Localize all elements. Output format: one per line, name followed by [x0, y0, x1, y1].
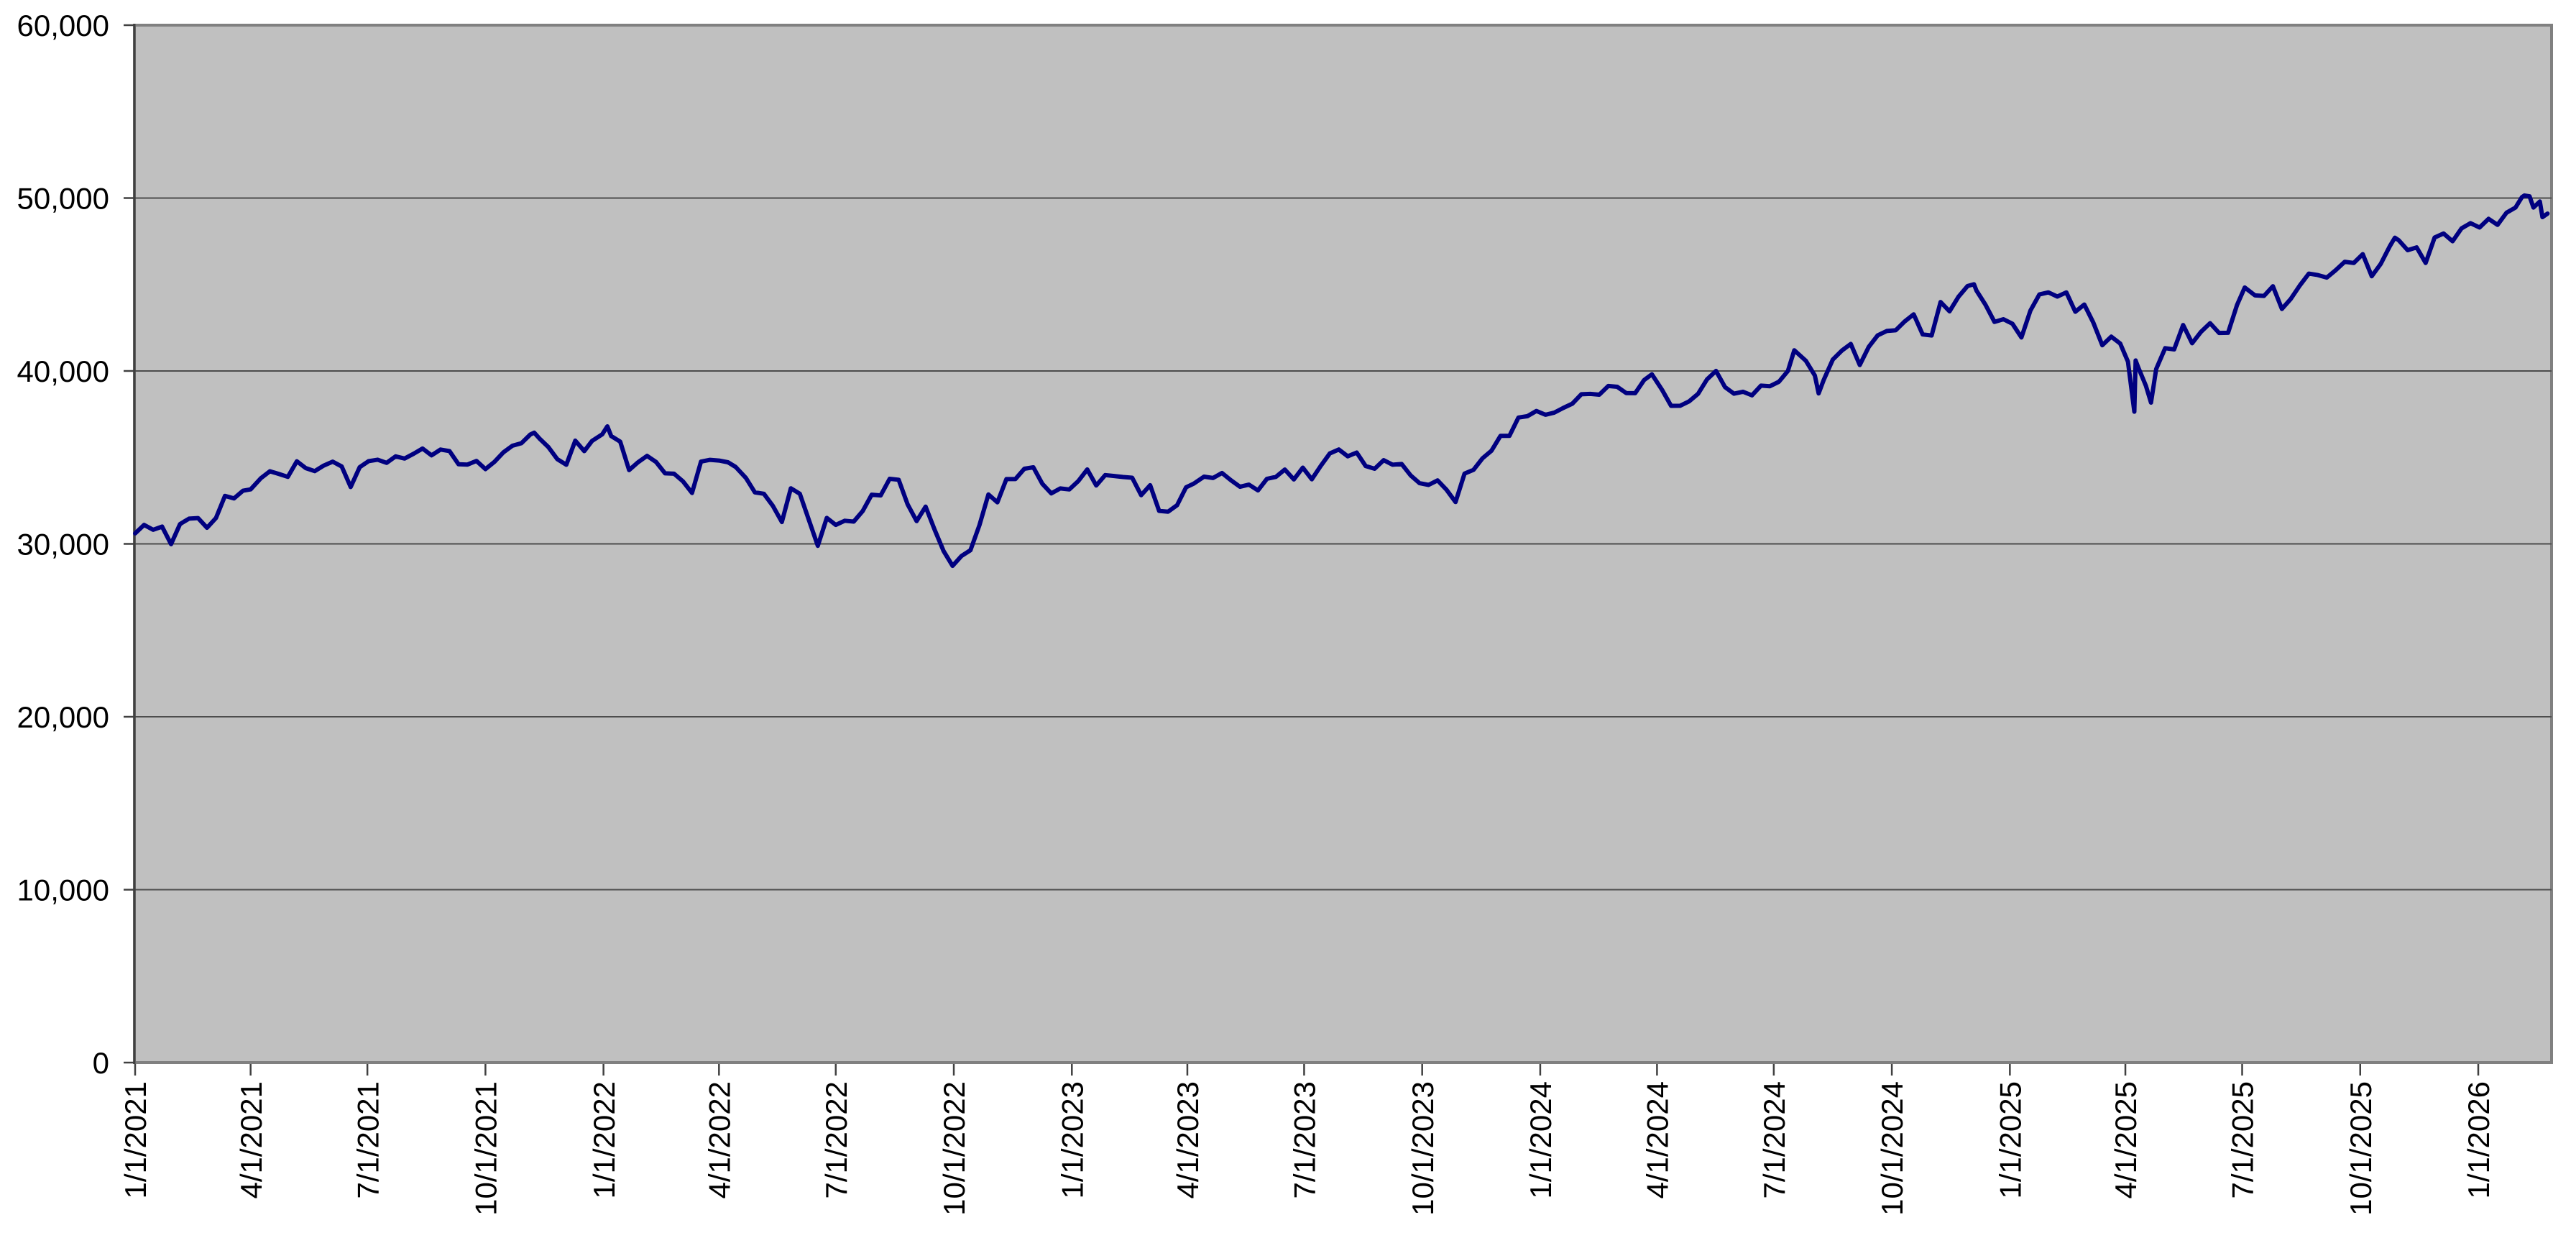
- x-axis-label: 4/1/2024: [1641, 1081, 1675, 1199]
- x-axis-label: 7/1/2025: [2226, 1081, 2260, 1199]
- x-axis-label: 10/1/2025: [2344, 1081, 2378, 1216]
- x-axis-label: 10/1/2022: [937, 1081, 971, 1216]
- x-axis-label: 4/1/2021: [234, 1081, 268, 1199]
- x-axis-label: 1/1/2022: [587, 1081, 621, 1199]
- x-axis-label: 4/1/2023: [1171, 1081, 1205, 1199]
- x-axis-label: 7/1/2023: [1288, 1081, 1322, 1199]
- y-axis-label: 50,000: [17, 182, 109, 216]
- x-axis-label: 10/1/2024: [1875, 1081, 1909, 1216]
- x-axis-label: 1/1/2024: [1524, 1081, 1558, 1199]
- x-axis-label: 1/1/2025: [1993, 1081, 2027, 1199]
- x-axis-label: 10/1/2021: [469, 1081, 503, 1216]
- y-axis-label: 0: [93, 1046, 109, 1080]
- x-axis-label: 1/1/2021: [119, 1081, 152, 1199]
- price-line: [133, 193, 2550, 569]
- y-axis-label: 40,000: [17, 354, 109, 388]
- x-axis-label: 1/1/2023: [1055, 1081, 1089, 1199]
- y-axis-label: 60,000: [17, 9, 109, 42]
- y-axis-label: 30,000: [17, 528, 109, 561]
- x-axis-label: 7/1/2024: [1757, 1081, 1791, 1199]
- x-axis-label: 1/1/2026: [2462, 1081, 2496, 1199]
- y-axis-label: 10,000: [17, 874, 109, 907]
- x-axis-label: 4/1/2022: [702, 1081, 736, 1199]
- x-axis-label: 7/1/2021: [351, 1081, 385, 1199]
- x-axis-label: 10/1/2023: [1406, 1081, 1440, 1216]
- x-axis-label: 7/1/2022: [819, 1081, 853, 1199]
- x-axis-label: 4/1/2025: [2109, 1081, 2143, 1199]
- y-axis-label: 20,000: [17, 700, 109, 734]
